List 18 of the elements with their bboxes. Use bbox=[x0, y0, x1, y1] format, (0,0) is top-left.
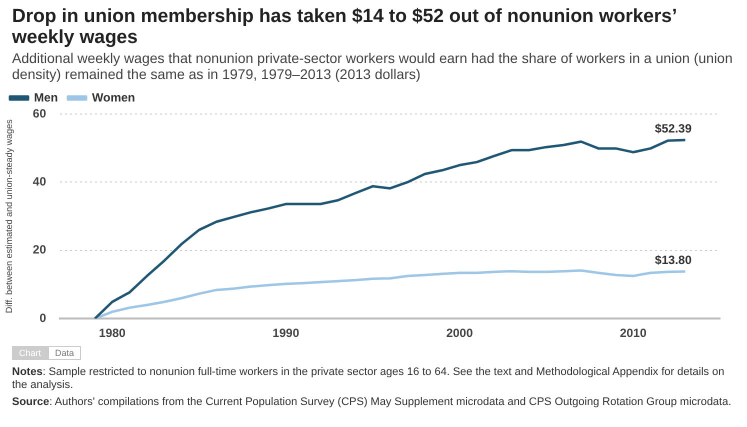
text: Data bbox=[48, 346, 82, 360]
x-tick-label: 2010 bbox=[620, 326, 647, 340]
x-tick-label: 1990 bbox=[272, 326, 300, 340]
chart-title: Drop in union membership has taken $14 to $52 out of nonunion workers’ weekly wages bbox=[12, 6, 678, 48]
y-tick-label: 0 bbox=[39, 310, 46, 325]
legend-label: Women bbox=[92, 90, 136, 104]
y-axis-title: Diff. between estimated and union-steady wages bbox=[4, 118, 14, 314]
annotation: $52.39 bbox=[654, 121, 692, 136]
x-tick-label: 2000 bbox=[446, 326, 474, 340]
y-tick-label: 20 bbox=[32, 242, 46, 257]
y-tick-label: 40 bbox=[32, 174, 46, 189]
annotation: $13.80 bbox=[654, 252, 692, 267]
y-tick-label: 60 bbox=[32, 106, 46, 120]
chart-subtitle: Additional weekly wages that nonunion private-sector workers would earn had the share of workers in a union (union density) remained the same as in 1979, 1979–2013 (2013 dollars) bbox=[12, 50, 734, 82]
x-tick-label: 1980 bbox=[98, 326, 126, 340]
source-note: Source: Authors' compilations from the Current Population Survey (CPS) May Supplement microdata and CPS Outgoing Rotation Group microdata. bbox=[12, 396, 732, 408]
legend-label: Men bbox=[34, 90, 58, 104]
text: Notes: Sample restricted to nonunion full-time workers in the private sector ages 16 to 64. See the text and Methodological Appendix for details on the analysis. bbox=[12, 366, 724, 391]
